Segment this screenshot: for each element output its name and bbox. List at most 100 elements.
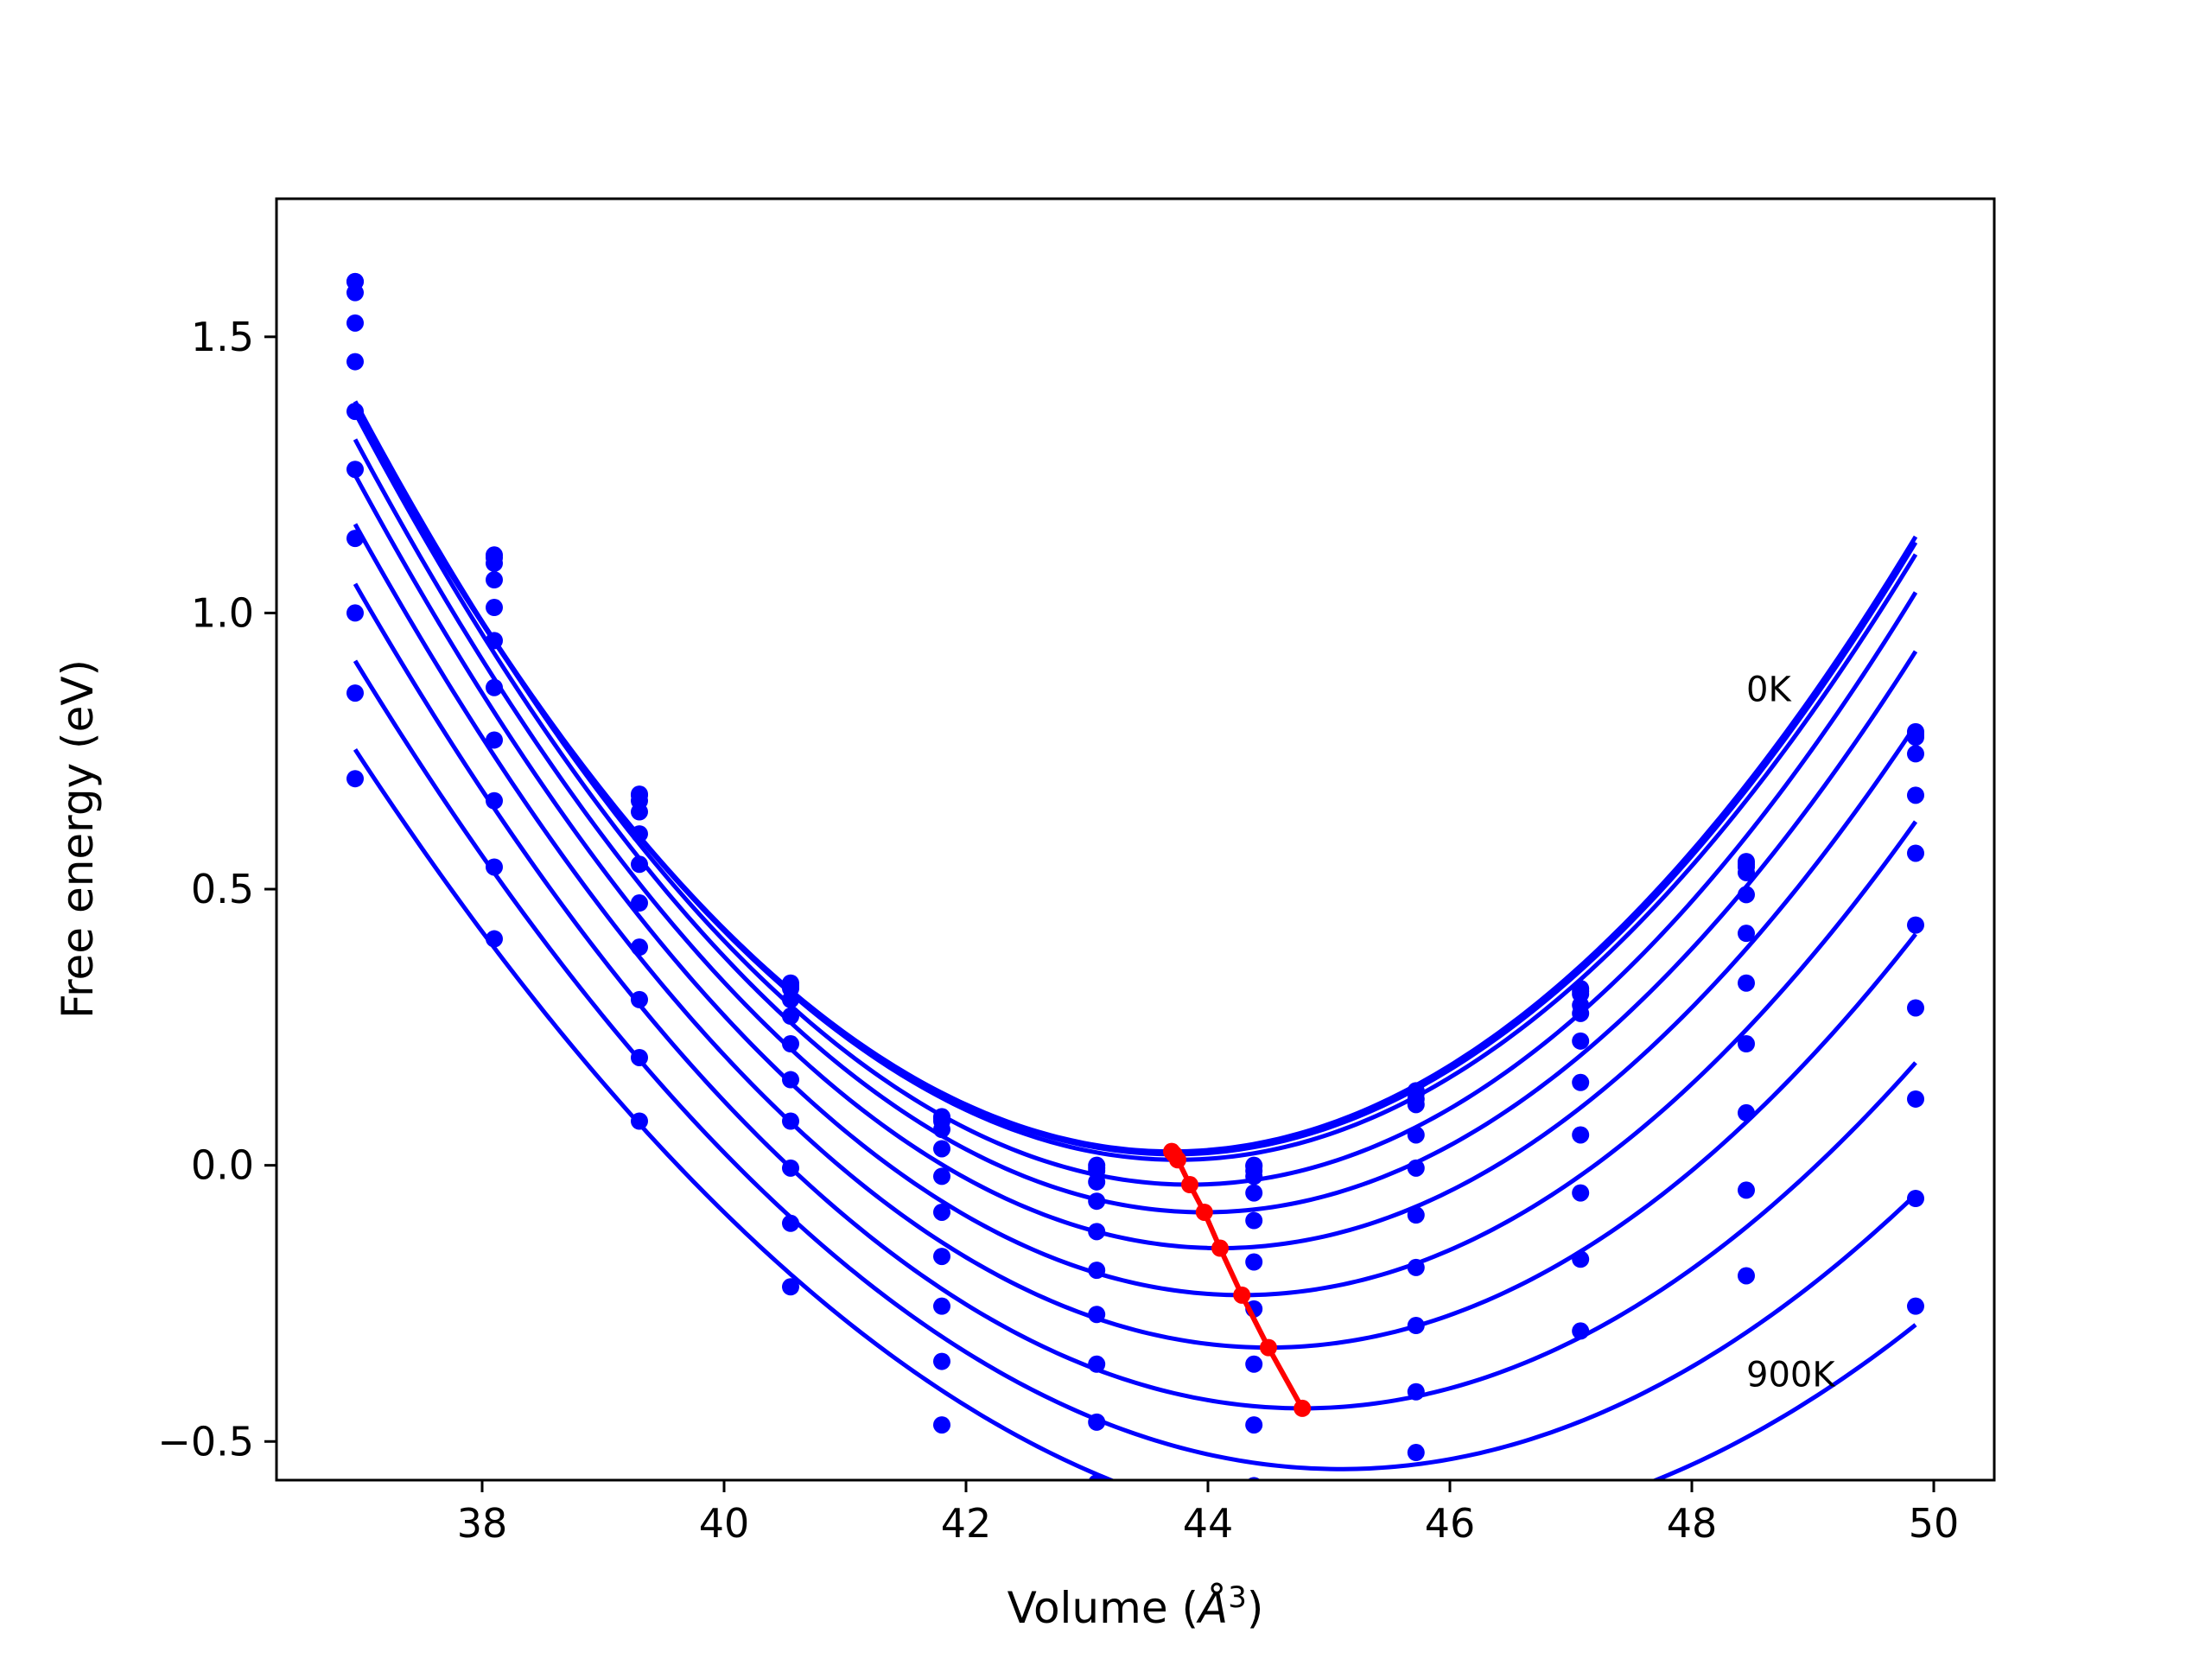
annotation-nine-hundred-kelvin: 900K: [1746, 1355, 1836, 1395]
x-axis-title-suffix: ): [1247, 1583, 1264, 1633]
x-axis-title: Volume (Å3): [1007, 1580, 1264, 1633]
data-point-s6-10: [1738, 925, 1755, 943]
data-point-s4-8: [1407, 1096, 1425, 1114]
fit-curve-10: [353, 659, 1917, 1471]
data-point-s9-4: [782, 1159, 799, 1177]
data-point-s6-9: [1572, 1032, 1590, 1050]
data-point-s5-9: [1572, 1004, 1590, 1022]
data-point-s10-2: [486, 858, 503, 876]
fit-curve-8: [353, 523, 1917, 1351]
data-point-s7-8: [1407, 1206, 1425, 1224]
minimum-point-3: [1169, 1151, 1186, 1169]
data-point-s4-4: [782, 990, 799, 1008]
x-axis-title-text: Volume (: [1007, 1583, 1198, 1633]
annotation-zero-kelvin: 0K: [1746, 671, 1792, 710]
data-point-s3-1: [346, 283, 364, 302]
data-point-s10-8: [1407, 1382, 1425, 1401]
data-point-s8-5: [933, 1248, 950, 1266]
y-tick-label-2: 0.5: [191, 866, 254, 912]
marks-layer: [346, 272, 1924, 1480]
data-point-s7-11: [1907, 916, 1924, 934]
x-axis-title-exponent: 3: [1228, 1580, 1247, 1615]
data-point-s8-8: [1407, 1258, 1425, 1276]
data-point-s5-7: [1245, 1184, 1263, 1202]
data-point-s10-11: [1907, 1190, 1924, 1207]
data-point-s4-1: [346, 314, 364, 332]
data-point-s5-5: [933, 1140, 950, 1158]
data-point-s6-1: [346, 403, 364, 421]
data-point-s10-4: [782, 1214, 799, 1232]
data-point-s8-3: [631, 938, 648, 957]
y-tick-label-1: 0.0: [191, 1142, 254, 1189]
data-point-s4-10: [1738, 863, 1755, 881]
fit-curve-6: [353, 438, 1918, 1251]
data-point-s5-2: [486, 599, 503, 617]
data-point-s9-3: [631, 990, 648, 1008]
annotations-layer: 0K 900K: [1746, 671, 1836, 1395]
fit-curve-3: [353, 406, 1918, 1162]
data-point-s11-9: [1572, 1322, 1590, 1340]
data-point-s7-7: [1245, 1253, 1263, 1271]
y-tick-label-4: 1.5: [191, 314, 254, 360]
data-point-s5-1: [346, 353, 364, 371]
data-point-s9-11: [1907, 1090, 1924, 1108]
data-point-s8-1: [346, 530, 364, 548]
data-point-s7-5: [933, 1203, 950, 1221]
plot-frame: [275, 197, 1996, 1482]
data-point-s6-8: [1407, 1159, 1425, 1177]
x-tick-label-40: 40: [699, 1500, 750, 1547]
data-point-s10-6: [1088, 1413, 1106, 1431]
data-point-s5-11: [1907, 786, 1924, 804]
data-point-s7-10: [1738, 974, 1755, 992]
data-point-s7-4: [782, 1071, 799, 1089]
data-point-s9-2: [486, 791, 503, 810]
x-axis-title-symbol: Å: [1196, 1583, 1228, 1633]
data-point-s9-6: [1088, 1355, 1106, 1373]
data-point-s9-8: [1407, 1317, 1425, 1335]
data-point-s6-2: [486, 632, 503, 650]
x-tick-label-44: 44: [1183, 1500, 1234, 1547]
data-point-s9-5: [933, 1297, 950, 1315]
minimum-point-8: [1260, 1338, 1277, 1357]
data-point-s7-6: [1088, 1262, 1106, 1280]
data-point-s4-3: [631, 803, 648, 821]
x-tick-label-48: 48: [1667, 1500, 1718, 1547]
data-point-s11-11: [1907, 1297, 1924, 1315]
data-point-s9-1: [346, 604, 364, 622]
data-point-s5-6: [1088, 1192, 1106, 1211]
data-point-s10-1: [346, 684, 364, 702]
minimum-point-6: [1211, 1239, 1229, 1257]
data-point-s11-6: [1088, 1474, 1105, 1480]
data-point-s4-11: [1907, 745, 1924, 763]
x-tick-label-38: 38: [457, 1500, 508, 1547]
plot-area: [276, 199, 1994, 1480]
data-point-s6-3: [631, 855, 648, 874]
data-point-s9-7: [1245, 1355, 1263, 1373]
y-tick-label-3: 1.0: [191, 589, 254, 636]
data-point-s8-4: [782, 1112, 799, 1130]
x-tick-label-42: 42: [941, 1500, 992, 1547]
data-point-s9-10: [1738, 1103, 1755, 1122]
data-point-s10-3: [631, 1048, 648, 1066]
data-point-s4-7: [1245, 1167, 1263, 1185]
data-point-s5-3: [631, 825, 648, 843]
data-point-s11-4: [782, 1278, 799, 1296]
data-point-s5-4: [782, 1007, 799, 1026]
data-point-s7-3: [631, 894, 648, 912]
data-point-s7-1: [346, 461, 364, 479]
data-point-s11-1: [346, 770, 364, 788]
data-point-s8-10: [1738, 1035, 1755, 1053]
data-point-s5-10: [1738, 886, 1755, 904]
fit-curve-11: [353, 748, 1917, 1480]
data-point-s7-9: [1572, 1073, 1590, 1091]
minimum-point-5: [1195, 1203, 1213, 1221]
data-point-s3-2: [486, 554, 503, 572]
fit-curve-4: [353, 400, 1918, 1187]
minimum-point-9: [1294, 1399, 1312, 1417]
data-point-s6-6: [1088, 1223, 1106, 1241]
data-point-s6-5: [933, 1167, 950, 1185]
data-point-s8-11: [1907, 999, 1924, 1017]
data-point-s4-2: [486, 571, 503, 589]
data-point-s4-6: [1088, 1173, 1106, 1191]
